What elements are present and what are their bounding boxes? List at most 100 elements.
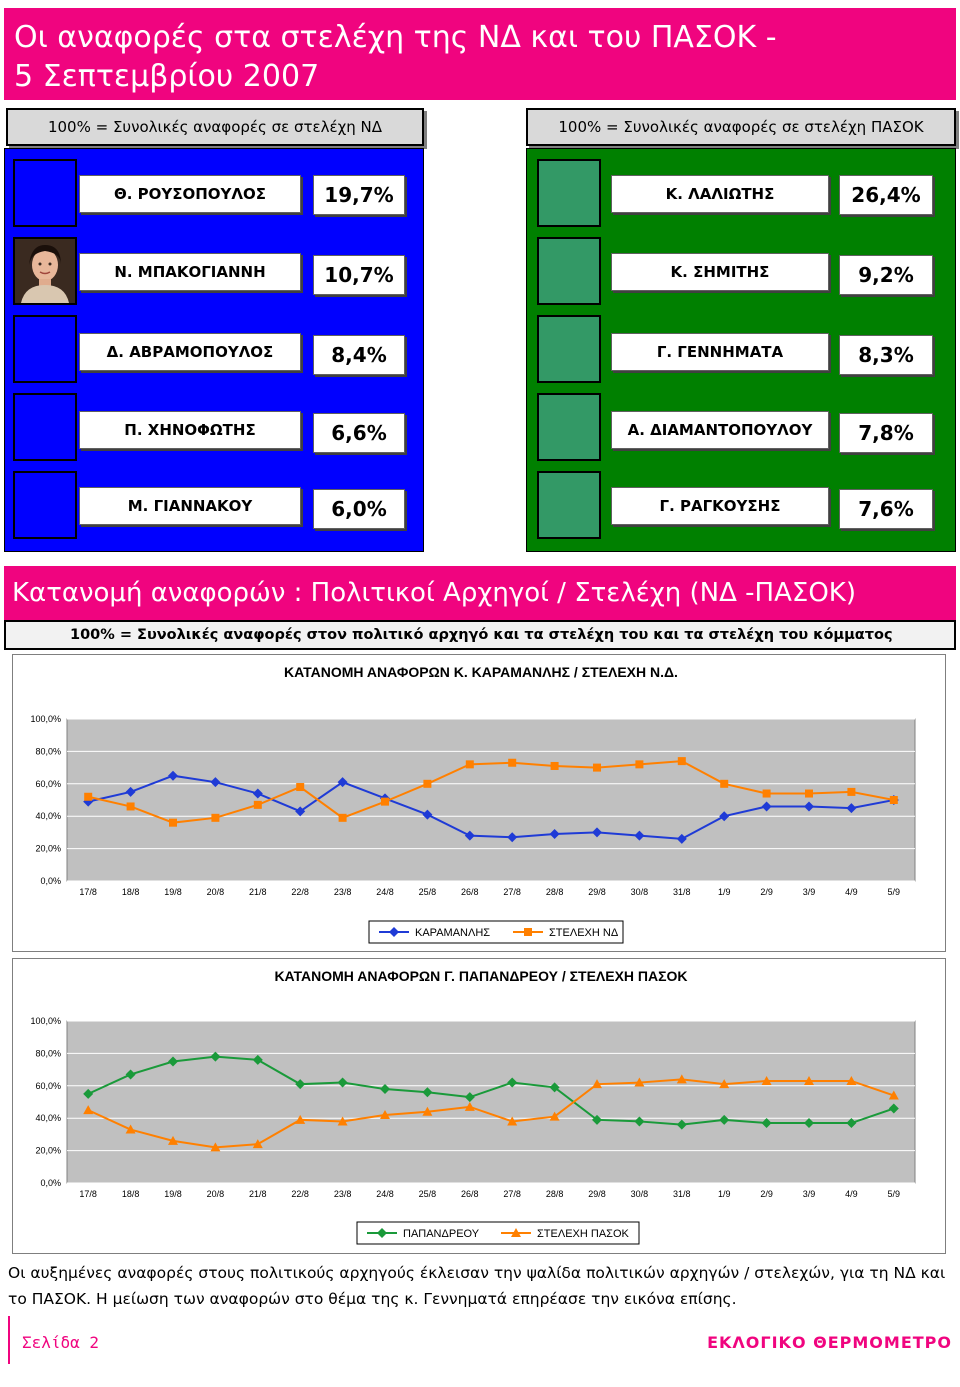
data-point	[592, 827, 602, 838]
data-point	[761, 801, 772, 812]
section-title: Κατανομή αναφορών : Πολιτικοί Αρχηγοί / …	[4, 566, 956, 620]
x-tick-label: 22/8	[291, 1189, 309, 1199]
data-point	[422, 809, 433, 820]
data-point	[676, 1119, 687, 1130]
data-point	[210, 1142, 221, 1152]
x-tick-label: 3/9	[803, 1189, 816, 1199]
data-point	[380, 1109, 390, 1119]
nd-header: 100% = Συνολικές αναφορές σε στελέχη ΝΔ	[6, 108, 424, 146]
nd-pct-1: 19,7%	[313, 175, 405, 215]
data-point	[634, 1116, 645, 1127]
chart-karamanlis: ΚΑΤΑΝΟΜΗ ΑΝΑΦΟΡΩΝ Κ. ΚΑΡΑΜΑΝΛΗΣ / ΣΤΕΛΕΧ…	[12, 654, 946, 952]
data-point	[252, 788, 263, 799]
x-tick-label: 17/8	[79, 887, 97, 897]
nd-pct-5: 6,0%	[313, 489, 405, 529]
nd-photo-3	[13, 315, 77, 383]
x-tick-label: 27/8	[503, 1189, 521, 1199]
data-point	[168, 770, 178, 781]
data-point	[847, 787, 856, 796]
data-point	[84, 792, 93, 801]
pasok-header: 100% = Συνολικές αναφορές σε στελέχη ΠΑΣ…	[526, 108, 956, 146]
x-tick-label: 5/9	[888, 887, 901, 897]
data-point	[422, 1106, 433, 1116]
data-point	[676, 1074, 687, 1084]
data-point	[719, 1079, 730, 1089]
data-point	[168, 1056, 178, 1067]
x-tick-label: 21/8	[249, 1189, 267, 1199]
data-point	[804, 1118, 814, 1129]
x-tick-label: 27/8	[503, 887, 521, 897]
x-tick-label: 2/9	[760, 1189, 773, 1199]
data-point	[295, 1079, 306, 1090]
x-tick-label: 23/8	[334, 887, 352, 897]
data-point	[381, 797, 389, 806]
nd-photo-4	[13, 393, 77, 461]
data-point	[169, 818, 177, 827]
portrait-image	[15, 239, 75, 303]
x-tick-label: 31/8	[673, 1189, 691, 1199]
data-point	[888, 1090, 899, 1100]
legend-marker	[511, 1228, 521, 1237]
data-point	[464, 1101, 475, 1111]
x-tick-label: 28/8	[546, 1189, 564, 1199]
data-point	[889, 796, 898, 804]
data-point	[720, 779, 729, 788]
pasok-photo-2	[537, 237, 601, 305]
pasok-panel: Κ. ΛΑΛΙΩΤΗΣ 26,4% Κ. ΣΗΜΙΤΗΣ 9,2% Γ. ΓΕΝ…	[526, 148, 956, 552]
y-tick-label: 80,0%	[35, 746, 61, 756]
nd-panel: Θ. ΡΟΥΣΟΠΟΥΛΟΣ 19,7% Ν. ΜΠΑΚΟΓΙΑΝΝΗ 10,7…	[4, 148, 424, 552]
x-tick-label: 19/8	[164, 887, 182, 897]
data-point	[380, 1084, 390, 1095]
data-point	[635, 760, 644, 769]
data-point	[253, 800, 262, 809]
pasok-photo-5	[537, 471, 601, 539]
data-point	[592, 1114, 602, 1125]
y-tick-label: 40,0%	[35, 1113, 61, 1123]
data-point	[804, 1075, 814, 1085]
pasok-pct-3: 8,3%	[839, 335, 933, 375]
data-point	[592, 1079, 602, 1089]
data-point	[676, 833, 687, 844]
page-title-line-1: Οι αναφορές στα στελέχη της ΝΔ και του Π…	[14, 20, 777, 55]
nd-photo-2	[13, 237, 77, 305]
nd-name-5: Μ. ΓΙΑΝΝΑΚΟΥ	[79, 487, 301, 525]
pasok-name-4: Α. ΔΙΑΜΑΝΤΟΠΟΥΛΟΥ	[611, 411, 829, 449]
chart-title: ΚΑΤΑΝΟΜΗ ΑΝΑΦΟΡΩΝ Γ. ΠΑΠΑΝΔΡΕΟΥ / ΣΤΕΛΕΧ…	[274, 968, 687, 984]
page-title-line-2: 5 Σεπτεμβρίου 2007	[14, 59, 320, 94]
x-tick-label: 26/8	[461, 1189, 479, 1199]
data-point	[295, 1114, 306, 1124]
y-tick-label: 100,0%	[30, 1016, 61, 1026]
data-point	[846, 1075, 857, 1085]
brand-label: ΕΚΛΟΓΙΚΟ ΘΕΡΜΟΜΕΤΡΟ	[707, 1333, 952, 1352]
y-tick-label: 80,0%	[35, 1048, 61, 1058]
data-point	[423, 779, 432, 788]
pasok-pct-4: 7,8%	[839, 413, 933, 453]
x-tick-label: 18/8	[122, 887, 140, 897]
data-point	[507, 832, 518, 843]
pasok-name-5: Γ. ΡΑΓΚΟΥΣΗΣ	[611, 487, 829, 525]
pasok-pct-1: 26,4%	[839, 175, 933, 215]
page-number: Σελίδα 2	[22, 1333, 100, 1352]
x-tick-label: 17/8	[79, 1189, 97, 1199]
data-point	[677, 757, 686, 766]
x-tick-label: 1/9	[718, 887, 731, 897]
y-tick-label: 20,0%	[35, 1146, 61, 1156]
data-point	[508, 758, 517, 767]
x-tick-label: 30/8	[631, 887, 649, 897]
x-tick-label: 28/8	[546, 887, 564, 897]
y-tick-label: 100,0%	[30, 714, 61, 724]
pasok-photo-1	[537, 159, 601, 227]
page-marker	[8, 1316, 10, 1364]
pasok-photo-3	[537, 315, 601, 383]
legend-marker	[524, 928, 532, 936]
data-point	[761, 1118, 772, 1129]
data-point	[337, 777, 348, 788]
data-point	[593, 763, 601, 772]
x-tick-label: 5/9	[888, 1189, 901, 1199]
y-tick-label: 60,0%	[35, 779, 61, 789]
chart-papandreou: ΚΑΤΑΝΟΜΗ ΑΝΑΦΟΡΩΝ Γ. ΠΑΠΑΝΔΡΕΟΥ / ΣΤΕΛΕΧ…	[12, 958, 946, 1254]
x-tick-label: 24/8	[376, 887, 394, 897]
legend-label: ΠΑΠΑΝΔΡΕΟΥ	[403, 1228, 480, 1240]
data-point	[296, 783, 305, 792]
data-point	[804, 801, 814, 812]
